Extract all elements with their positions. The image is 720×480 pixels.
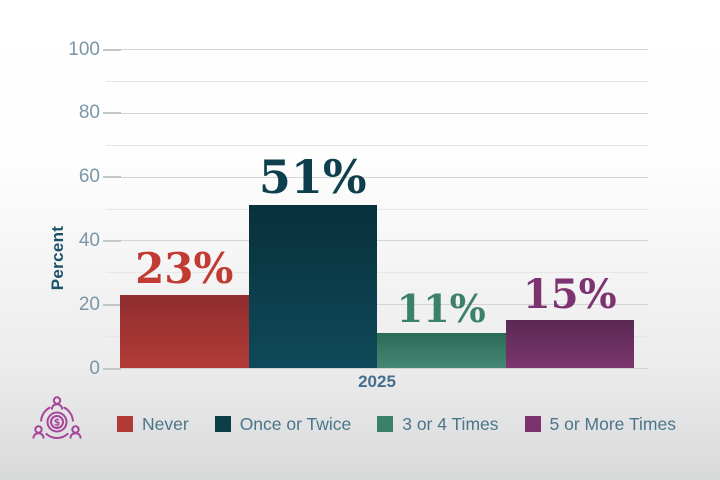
y-tick-mark: [103, 176, 121, 179]
dollar-sign: $: [54, 418, 61, 429]
money-circle-inner: [50, 415, 64, 429]
y-tick-mark: [103, 112, 121, 115]
y-tick-label: 80: [78, 102, 100, 124]
bar-5-or-more-times: [505, 320, 634, 368]
legend-swatch: [117, 416, 133, 432]
legend-label: Never: [142, 414, 189, 434]
y-tick-label: 20: [78, 293, 100, 315]
y-tick-label: 60: [78, 166, 100, 188]
y-tick-mark: [103, 367, 121, 370]
gridline-major: [106, 240, 648, 242]
legend-label: 5 or More Times: [549, 414, 676, 434]
legend-swatch: [214, 416, 231, 432]
person-top-body: [51, 403, 63, 410]
legend-item-never: Never: [117, 413, 189, 435]
gridline-major: [106, 176, 648, 178]
y-tick-label: 0: [89, 357, 100, 379]
gridline-minor: [106, 272, 648, 274]
legend-swatch: [377, 416, 394, 432]
bar-value-label: 11%: [396, 285, 486, 331]
arc-upper-left: [40, 406, 51, 422]
y-tick-label: 100: [68, 38, 100, 60]
legend-label: 3 or 4 Times: [402, 414, 499, 434]
gridline-minor: [106, 208, 648, 210]
legend-swatch: [524, 416, 541, 432]
person-left-body: [32, 432, 45, 439]
arc-upper-right: [63, 406, 74, 422]
legend-item-3-or-4-times: 3 or 4 Times: [377, 413, 499, 435]
bar-3-or-4-times: [377, 332, 506, 368]
y-tick-mark: [103, 303, 121, 306]
arc-bottom: [45, 432, 69, 440]
legend-item-once-or-twice: Once or Twice: [214, 413, 352, 435]
gridline-major: [106, 49, 648, 50]
bar-value-label: 15%: [522, 271, 617, 319]
person-right-head: [71, 425, 80, 434]
legend-label: Once or Twice: [239, 414, 352, 434]
legend-item-5-or-more-times: 5 or More Times: [524, 413, 676, 435]
bar-value-label: 51%: [258, 150, 367, 205]
person-right-body: [69, 432, 82, 439]
money-circle-outer: [46, 411, 68, 433]
bar-once-or-twice: [248, 205, 377, 368]
person-left-head: [34, 425, 43, 434]
y-tick-mark: [103, 48, 121, 51]
bar-never: [120, 294, 249, 368]
y-axis-title: Percent: [48, 225, 67, 291]
gridline-major: [106, 304, 648, 306]
y-tick-mark: [103, 239, 121, 242]
x-axis-label: 2025: [358, 372, 396, 391]
people-sharing-money-icon: $: [27, 394, 87, 450]
person-top-head: [52, 396, 62, 405]
gridline-minor: [106, 144, 648, 146]
bar-value-label: 23%: [135, 243, 234, 293]
gridline-minor: [106, 80, 648, 82]
gridline-major: [106, 368, 648, 369]
gridline-major: [106, 112, 648, 114]
legend: Never Once or Twice 3 or 4 Times 5 or More …: [117, 413, 676, 435]
y-tick-label: 40: [78, 229, 100, 251]
